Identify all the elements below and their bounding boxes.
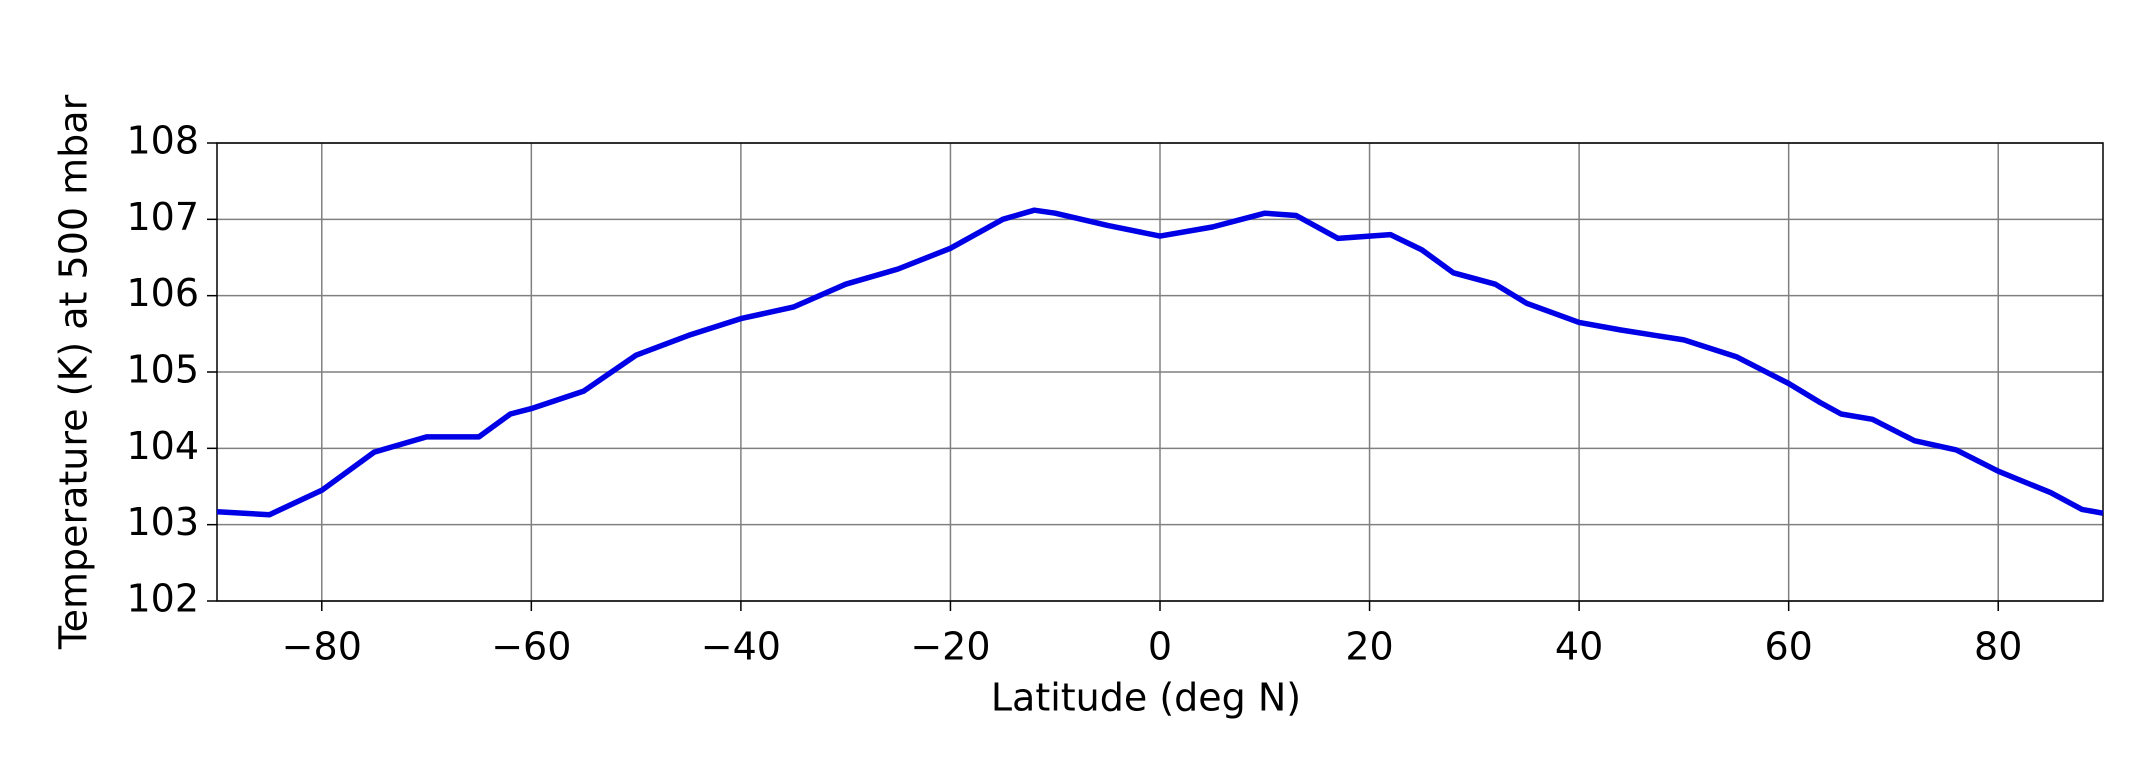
x-tick-label: −20 bbox=[910, 625, 990, 669]
x-tick-label: 40 bbox=[1555, 625, 1603, 669]
data-line bbox=[216, 207, 2104, 518]
y-tick-label: 106 bbox=[126, 271, 199, 315]
y-tick-label: 102 bbox=[126, 577, 199, 621]
y-tick-label: 107 bbox=[126, 195, 199, 239]
x-tick-label: −60 bbox=[491, 625, 571, 669]
x-tick-label: 20 bbox=[1345, 625, 1393, 669]
x-tick-label: 60 bbox=[1764, 625, 1812, 669]
plot-frame bbox=[216, 142, 2104, 602]
y-tick-label: 108 bbox=[126, 119, 199, 163]
y-tick-label: 103 bbox=[126, 500, 199, 544]
x-tick-label: 0 bbox=[1148, 625, 1172, 669]
y-tick-label: 104 bbox=[126, 424, 199, 468]
y-axis-label: Temperature (K) at 500 mbar bbox=[52, 94, 96, 650]
x-tick-label: −40 bbox=[701, 625, 781, 669]
x-axis-label: Latitude (deg N) bbox=[991, 676, 1301, 720]
x-tick-label: 80 bbox=[1974, 625, 2022, 669]
y-tick-label: 105 bbox=[126, 348, 199, 392]
x-tick-label: −80 bbox=[282, 625, 362, 669]
